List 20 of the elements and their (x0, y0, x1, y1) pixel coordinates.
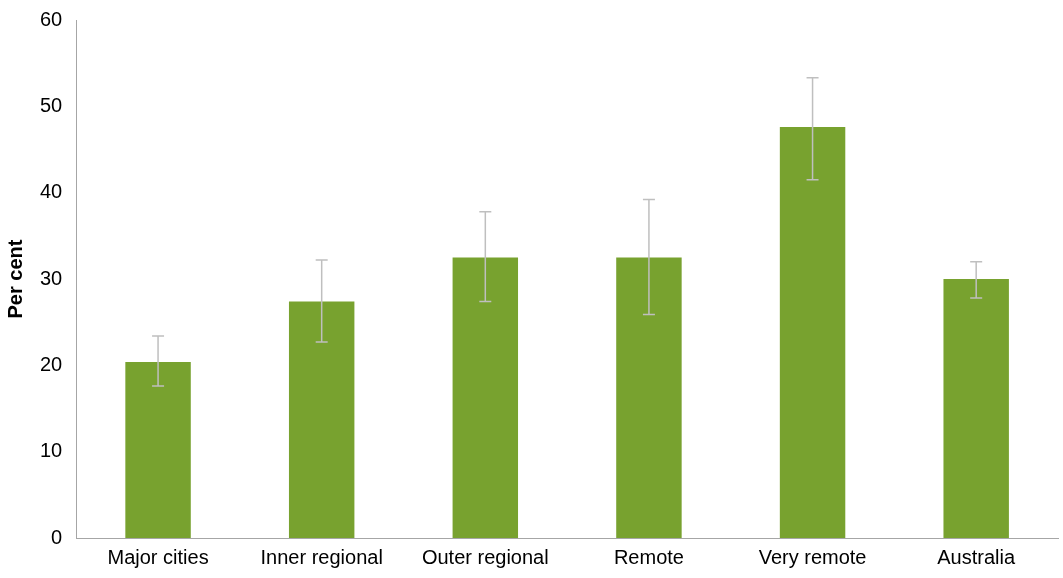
y-tick-label: 40 (40, 180, 63, 203)
x-tick-label: Major cities (107, 545, 209, 568)
bar (125, 361, 191, 538)
bar (779, 127, 846, 538)
y-tick-label: 50 (40, 93, 63, 116)
bar (943, 279, 1009, 538)
bar (288, 301, 355, 538)
x-tick-label: Australia (937, 545, 1016, 568)
x-tick-label: Remote (613, 545, 684, 568)
y-tick-label: 20 (40, 352, 63, 375)
bar (616, 257, 682, 538)
y-tick-label: 30 (40, 266, 63, 289)
x-tick-label: Very remote (758, 545, 867, 568)
y-tick-label: 60 (40, 7, 63, 30)
y-tick-label: 0 (51, 525, 63, 548)
y-tick-label: 10 (40, 439, 63, 462)
x-tick-label: Outer regional (421, 545, 549, 568)
y-axis-title: Per cent (3, 239, 26, 319)
bar (452, 257, 519, 538)
x-tick-label: Inner regional (260, 545, 383, 568)
